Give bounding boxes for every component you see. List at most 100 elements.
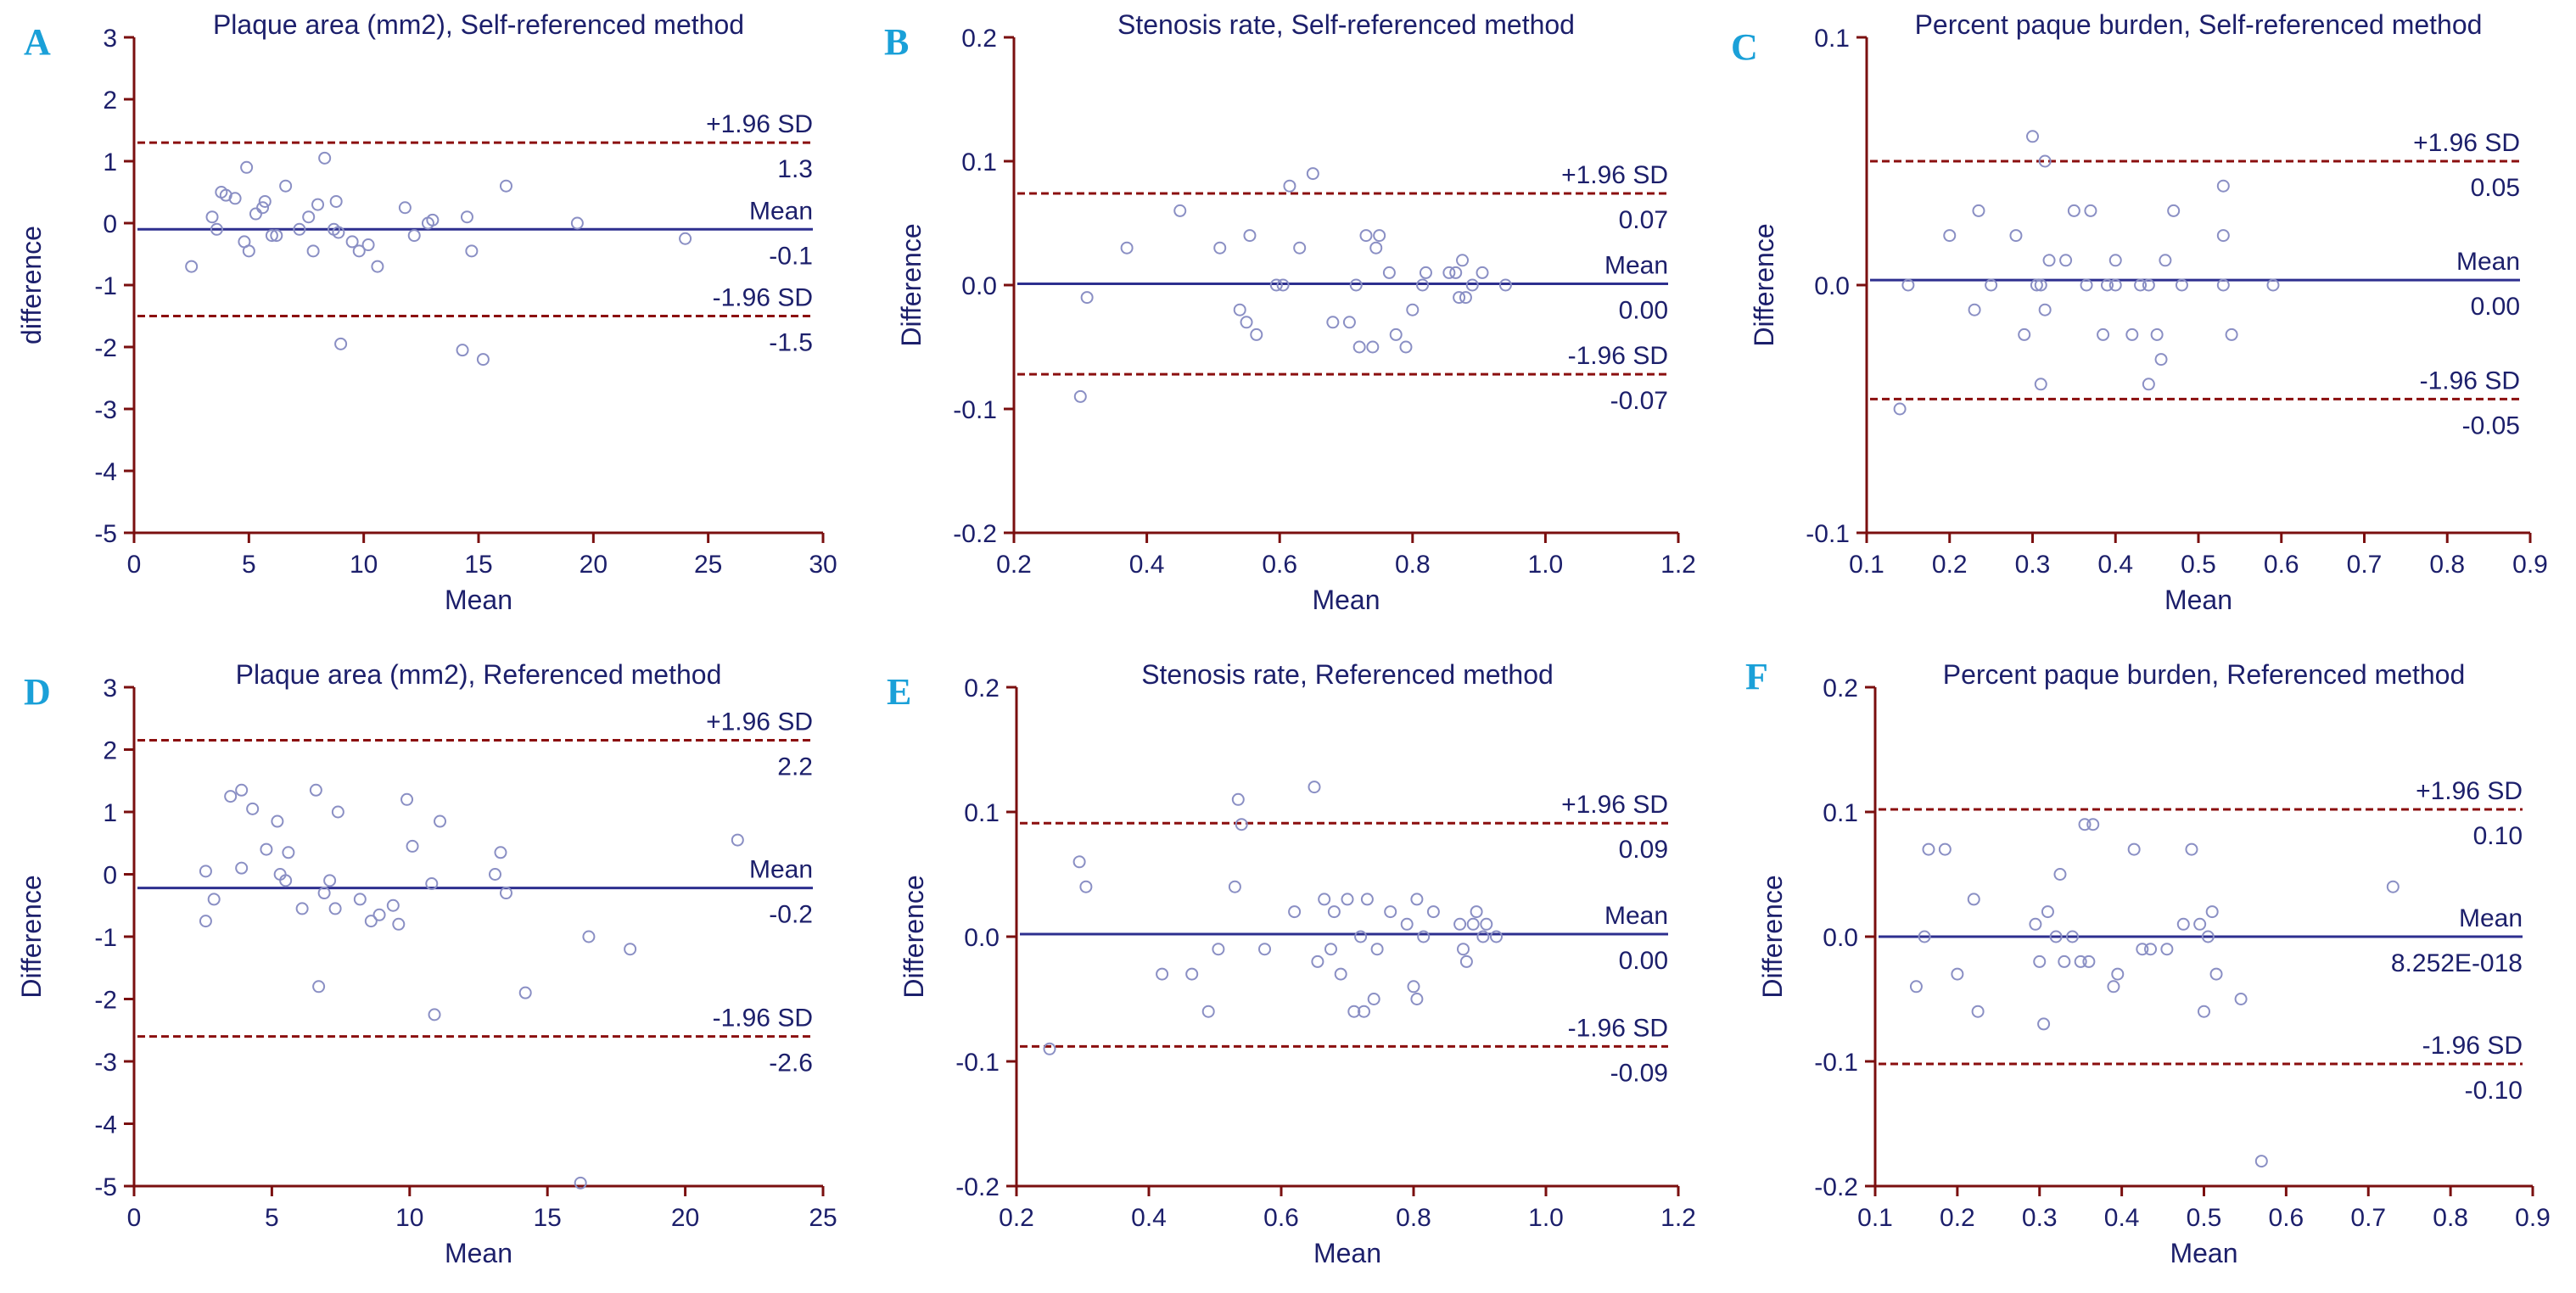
upper-line-label: +1.96 SD — [706, 110, 813, 138]
data-point — [199, 915, 212, 928]
lower-line-label: -1.96 SD — [713, 284, 813, 312]
y-tick-label: 0.0 — [1823, 924, 1858, 952]
data-point — [1449, 266, 1463, 279]
data-point — [1967, 893, 1980, 906]
y-tick-label: -4 — [94, 458, 117, 486]
data-point — [2266, 278, 2280, 292]
x-tick-label: 0.9 — [2512, 551, 2548, 579]
data-point — [2059, 254, 2073, 267]
data-point — [582, 930, 596, 943]
panel-letter: F — [1745, 656, 1768, 697]
y-tick-label: 0 — [103, 210, 117, 238]
x-axis-label: Mean — [1312, 585, 1380, 615]
chart-title: Stenosis rate, Referenced method — [1141, 659, 1554, 690]
x-tick-label: 15 — [464, 551, 492, 579]
y-tick-label: 0.1 — [961, 148, 997, 176]
panel-e: E Stenosis rate, Referenced method -0.2 -0.… — [887, 659, 1696, 1268]
mean-line-value: 0.00 — [1619, 947, 1668, 975]
data-point — [2167, 204, 2181, 217]
panel-b: B Stenosis rate, Self-referenced method -0… — [884, 9, 1696, 615]
data-point — [332, 226, 345, 239]
data-point — [1893, 402, 1907, 416]
data-point — [2084, 204, 2097, 217]
data-point — [428, 1008, 441, 1022]
data-point — [406, 839, 419, 853]
data-point — [2034, 378, 2047, 391]
x-tick-label: 0.8 — [1396, 1204, 1431, 1232]
lower-line-label: -1.96 SD — [713, 1005, 813, 1033]
data-point — [392, 917, 406, 931]
data-point — [679, 232, 692, 245]
x-axis-label: Mean — [1313, 1238, 1381, 1268]
x-axis-label: Mean — [445, 585, 512, 615]
data-point — [2037, 1017, 2051, 1031]
data-point — [1079, 880, 1093, 893]
lower-line-label: -1.96 SD — [2420, 367, 2520, 395]
data-point — [279, 874, 293, 887]
y-tick-label: 0.1 — [1823, 799, 1858, 827]
chart-title: Stenosis rate, Self-referenced method — [1117, 9, 1575, 40]
x-tick-label: 1.0 — [1528, 551, 1564, 579]
mean-line-value: 8.252E-018 — [2391, 949, 2523, 977]
data-point — [185, 260, 199, 273]
data-point — [1283, 179, 1296, 193]
data-point — [2209, 967, 2223, 981]
y-tick-label: 2 — [103, 737, 117, 765]
y-tick-label: -0.1 — [955, 1049, 1000, 1077]
data-point — [426, 213, 440, 227]
y-axis-label: difference — [16, 226, 47, 344]
data-point — [317, 887, 331, 900]
x-tick-label: 0.2 — [1940, 1204, 1975, 1232]
data-point — [1072, 855, 1086, 869]
y-tick-label: 0.0 — [964, 924, 1000, 952]
data-point — [1968, 303, 1981, 316]
data-point — [2009, 229, 2023, 243]
y-tick-label: -3 — [94, 396, 117, 424]
data-point — [1156, 967, 1169, 981]
upper-line-value: 2.2 — [777, 753, 813, 781]
upper-line-value: 1.3 — [777, 155, 813, 183]
panel-f: F Percent paque burden, Referenced method… — [1745, 656, 2551, 1268]
upper-line-value: 0.07 — [1619, 206, 1668, 234]
data-point — [331, 805, 344, 819]
x-tick-label: 0.6 — [1263, 1204, 1299, 1232]
data-point — [2026, 130, 2039, 143]
lower-line-value: -0.10 — [2465, 1077, 2523, 1105]
mean-line-value: 0.00 — [2471, 293, 2520, 321]
data-point — [345, 235, 359, 249]
y-tick-label: 0.1 — [1814, 25, 1850, 53]
data-point — [1311, 954, 1324, 968]
x-tick-label: 0.4 — [1131, 1204, 1167, 1232]
data-point — [328, 902, 342, 915]
data-point — [2097, 327, 2110, 341]
upper-line-label: +1.96 SD — [2413, 129, 2520, 157]
panel-d: D Plaque area (mm2), Referenced method -5 -… — [16, 659, 837, 1268]
data-point — [2034, 278, 2047, 292]
x-tick-label: 20 — [580, 551, 608, 579]
data-point — [1498, 278, 1512, 292]
x-tick-label: 0.5 — [2181, 551, 2216, 579]
data-point — [2193, 917, 2207, 931]
lower-line-value: -0.05 — [2462, 411, 2520, 439]
y-axis-label: Difference — [899, 875, 929, 998]
data-point — [1369, 241, 1383, 255]
x-tick-label: 1.2 — [1660, 551, 1696, 579]
data-point — [2030, 278, 2043, 292]
data-point — [235, 783, 249, 797]
data-point — [1480, 917, 1493, 931]
data-point — [2205, 905, 2219, 919]
data-point — [1276, 278, 1290, 292]
panel-c: C Percent paque burden, Self-referenced m… — [1731, 9, 2548, 615]
data-point — [329, 194, 343, 208]
data-point — [1457, 943, 1470, 956]
data-point — [1426, 905, 1440, 919]
data-point — [334, 337, 348, 350]
y-tick-label: -0.2 — [1814, 1173, 1858, 1201]
data-point — [1080, 291, 1094, 305]
upper-line-label: +1.96 SD — [2416, 777, 2523, 805]
y-tick-label: 0.2 — [1823, 674, 1858, 702]
data-point — [2136, 943, 2149, 956]
upper-line-label: +1.96 SD — [706, 708, 813, 736]
chart-title: Plaque area (mm2), Self-referenced metho… — [213, 9, 744, 40]
data-point — [1476, 266, 1489, 279]
